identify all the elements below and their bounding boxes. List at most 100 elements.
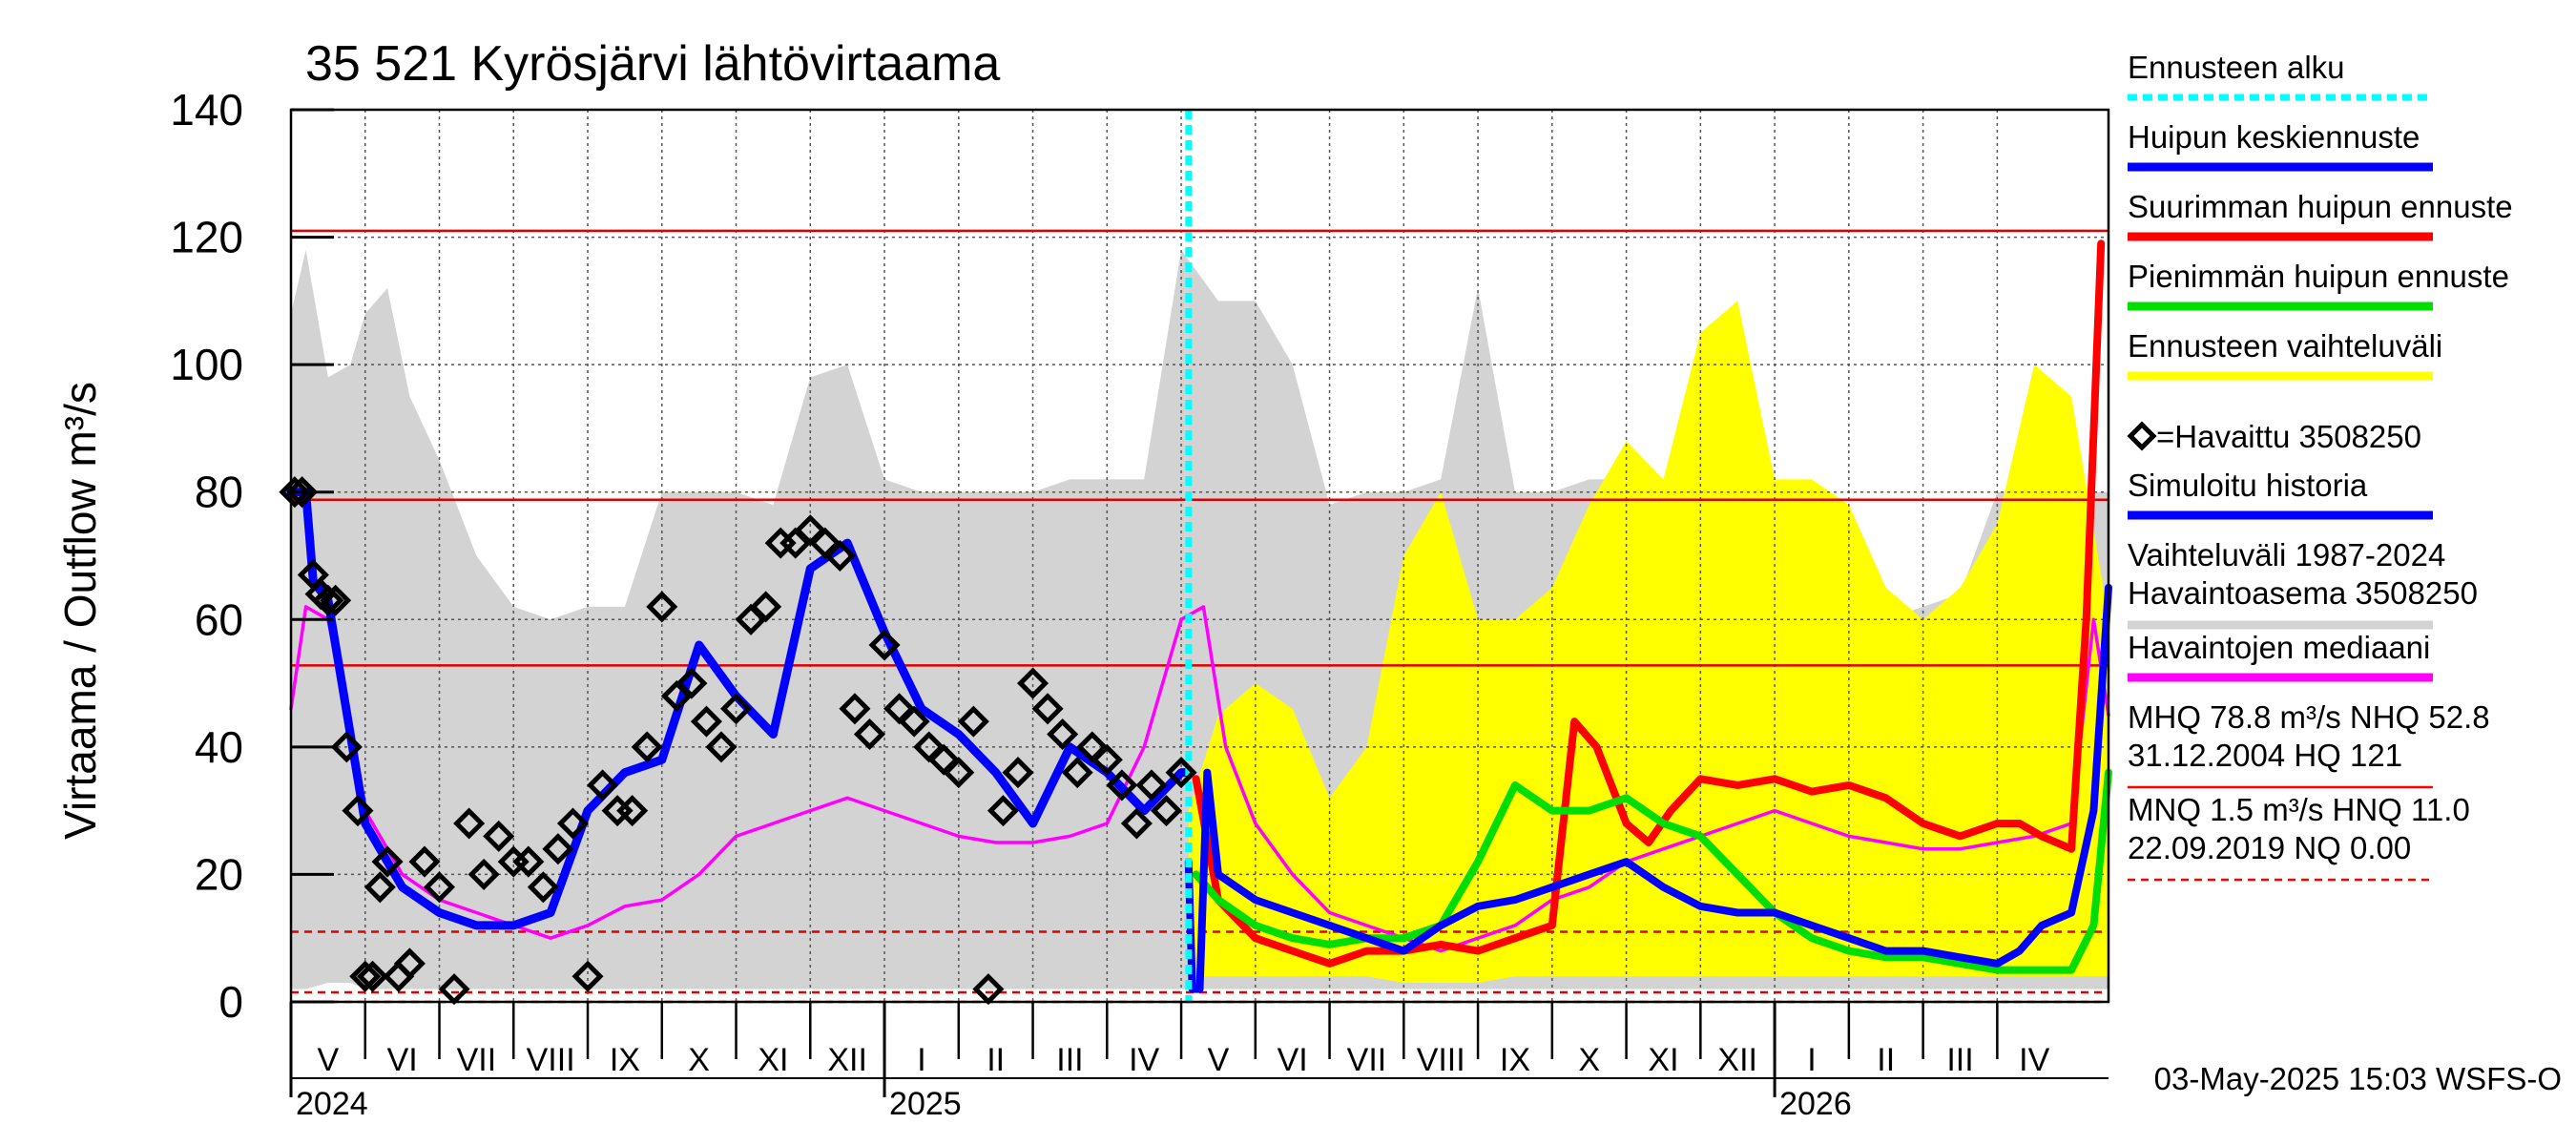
band-ennusteen-vaihteluv-li xyxy=(1188,301,2109,983)
observed-marker xyxy=(342,795,374,827)
plot-frame xyxy=(289,108,2110,1004)
observed-marker xyxy=(453,807,486,840)
legend-ennusteen-vaihteluv-li: Ennusteen vaihteluväli xyxy=(2128,328,2442,364)
legend-ennusteen-alku: Ennusteen alku xyxy=(2128,50,2345,85)
observed-marker xyxy=(853,718,886,751)
month-label: VII xyxy=(1347,1042,1387,1078)
month-label: IX xyxy=(610,1042,640,1078)
year-label: 2026 xyxy=(1779,1086,1852,1122)
observed-marker xyxy=(423,871,456,904)
observed-marker xyxy=(1135,769,1168,802)
observed-marker xyxy=(898,705,930,738)
observed-marker xyxy=(483,820,515,852)
observed-marker xyxy=(675,667,708,699)
observed-marker xyxy=(512,845,545,878)
y-axis-label: Virtaama / Outflow m³/s xyxy=(55,382,105,840)
observed-marker xyxy=(1165,757,1197,789)
series-havaintojen-mediaani xyxy=(289,605,2110,953)
observed-marker xyxy=(631,731,663,763)
y-tick-label: 0 xyxy=(218,977,243,1027)
legend-havaittu-3508250: =Havaittu 3508250 xyxy=(2156,419,2421,454)
observed-marker xyxy=(868,629,901,661)
legend-mnq-1-5-m-s-hnq-11-0: MNQ 1.5 m³/s HNQ 11.0 xyxy=(2128,792,2470,827)
observed-marker xyxy=(1002,757,1034,789)
legend-huipun-keskiennuste: Huipun keskiennuste xyxy=(2128,119,2420,155)
observed-marker xyxy=(1017,667,1049,699)
legend-simuloitu-historia: Simuloitu historia xyxy=(2128,468,2368,503)
legend-marker-icon xyxy=(2127,421,2157,451)
observed-marker xyxy=(364,871,396,904)
month-label: XII xyxy=(827,1042,867,1078)
month-label: VI xyxy=(387,1042,418,1078)
observed-marker xyxy=(312,584,344,616)
text-layer: 35 521 Kyrösjärvi lähtövirtaama Virtaama… xyxy=(55,36,2562,1122)
observed-marker xyxy=(957,705,989,738)
month-label: III xyxy=(1946,1042,1973,1078)
observed-marker xyxy=(616,795,649,827)
observed-marker xyxy=(356,960,389,992)
observed-marker xyxy=(286,476,319,509)
month-label: V xyxy=(318,1042,340,1078)
month-label: XII xyxy=(1717,1042,1757,1078)
month-label: XI xyxy=(1648,1042,1678,1078)
month-label: II xyxy=(987,1042,1005,1078)
month-label: I xyxy=(1807,1042,1816,1078)
month-label: IX xyxy=(1500,1042,1530,1078)
observed-marker xyxy=(587,769,619,802)
observed-marker xyxy=(527,871,559,904)
month-label: I xyxy=(917,1042,925,1078)
y-tick-label: 60 xyxy=(195,594,243,644)
month-label: III xyxy=(1056,1042,1083,1078)
observed-marker xyxy=(943,757,975,789)
month-label: IV xyxy=(2019,1042,2049,1078)
legend-suurimman-huipun-ennuste: Suurimman huipun ennuste xyxy=(2128,189,2513,224)
series-layer xyxy=(286,110,2112,1002)
y-tick-label: 20 xyxy=(195,849,243,899)
observed-marker xyxy=(1047,718,1079,751)
series-pienimm-n-huipun-ennuste xyxy=(1192,768,2112,974)
year-label: 2024 xyxy=(296,1086,368,1122)
observed-marker xyxy=(1120,807,1153,840)
observed-marker xyxy=(279,476,311,509)
legend: Ennusteen alku Huipun keskiennuste Suurimm… xyxy=(2127,50,2513,882)
observed-marker xyxy=(823,539,856,572)
legend-vaihteluv-li-1987-2024-line2: Havaintoasema 3508250 xyxy=(2128,575,2478,611)
month-label: V xyxy=(1208,1042,1230,1078)
observed-marker xyxy=(330,731,363,763)
legend-mhq-78-8-m-s-nhq-52-8-line2: 31.12.2004 HQ 121 xyxy=(2128,738,2402,773)
observed-marker xyxy=(750,591,782,623)
month-label: X xyxy=(1578,1042,1600,1078)
observed-marker xyxy=(1031,693,1064,725)
observed-marker xyxy=(987,795,1019,827)
legend-mhq-78-8-m-s-nhq-52-8: MHQ 78.8 m³/s NHQ 52.8 xyxy=(2128,699,2490,735)
observed-marker xyxy=(320,584,352,616)
series-suurimman-huipun-ennuste xyxy=(1192,239,2106,968)
axes-layer xyxy=(289,108,2110,1097)
observed-marker xyxy=(467,858,500,890)
month-label: X xyxy=(688,1042,710,1078)
footer-timestamp: 03-May-2025 15:03 WSFS-O xyxy=(2154,1061,2562,1096)
observed-marker xyxy=(646,591,678,623)
y-tick-label: 100 xyxy=(170,340,243,389)
legend-mnq-1-5-m-s-hnq-11-0-line2: 22.09.2019 NQ 0.00 xyxy=(2128,830,2411,865)
observed-markers-layer xyxy=(279,476,1197,1006)
observed-marker xyxy=(1061,757,1093,789)
series-huipun-keskiennuste xyxy=(1184,583,2112,993)
observed-marker xyxy=(1150,795,1183,827)
legend-vaihteluv-li-1987-2024: Vaihteluväli 1987-2024 xyxy=(2128,537,2445,572)
observed-marker xyxy=(1106,769,1138,802)
month-label: VIII xyxy=(1417,1042,1465,1078)
chart-title: 35 521 Kyrösjärvi lähtövirtaama xyxy=(305,36,1000,92)
observed-marker xyxy=(542,833,574,865)
y-tick-label: 140 xyxy=(170,85,243,135)
month-label: XI xyxy=(758,1042,788,1078)
observed-marker xyxy=(393,947,426,980)
y-tick-label: 40 xyxy=(195,722,243,772)
month-label: IV xyxy=(1129,1042,1159,1078)
observed-marker xyxy=(705,731,737,763)
observed-marker xyxy=(371,845,404,878)
legend-havaintojen-mediaani: Havaintojen mediaani xyxy=(2128,630,2430,665)
y-tick-label: 80 xyxy=(195,468,243,517)
observed-marker xyxy=(349,960,382,992)
observed-marker xyxy=(408,845,441,878)
